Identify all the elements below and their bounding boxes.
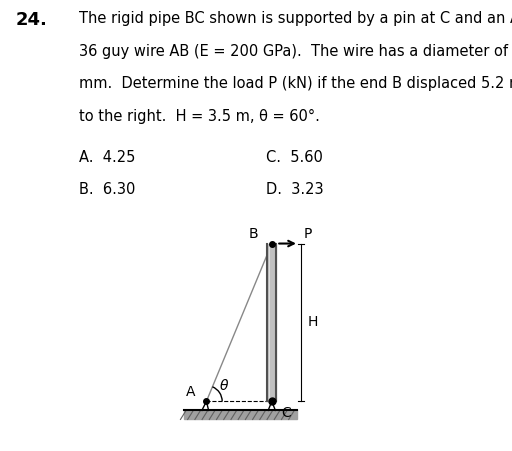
Text: The rigid pipe BC shown is supported by a pin at C and an A-: The rigid pipe BC shown is supported by …	[79, 11, 512, 26]
Text: 36 guy wire AB (E = 200 GPa).  The wire has a diameter of 8: 36 guy wire AB (E = 200 GPa). The wire h…	[79, 44, 512, 59]
Text: to the right.  H = 3.5 m, θ = 60°.: to the right. H = 3.5 m, θ = 60°.	[79, 109, 320, 124]
Text: P: P	[303, 227, 312, 241]
Text: A.  4.25: A. 4.25	[79, 150, 136, 165]
Text: D.  3.23: D. 3.23	[266, 182, 324, 197]
Text: H: H	[308, 315, 318, 330]
Text: 24.: 24.	[15, 11, 47, 29]
Text: C.  5.60: C. 5.60	[266, 150, 323, 165]
Bar	[184, 410, 296, 419]
Text: A: A	[186, 385, 195, 399]
Bar	[267, 244, 276, 401]
Text: C: C	[281, 406, 290, 420]
Text: B.  6.30: B. 6.30	[79, 182, 136, 197]
Text: B: B	[249, 227, 258, 241]
Text: $\theta$: $\theta$	[219, 378, 229, 393]
Text: mm.  Determine the load P (kN) if the end B displaced 5.2 mm: mm. Determine the load P (kN) if the end…	[79, 76, 512, 91]
